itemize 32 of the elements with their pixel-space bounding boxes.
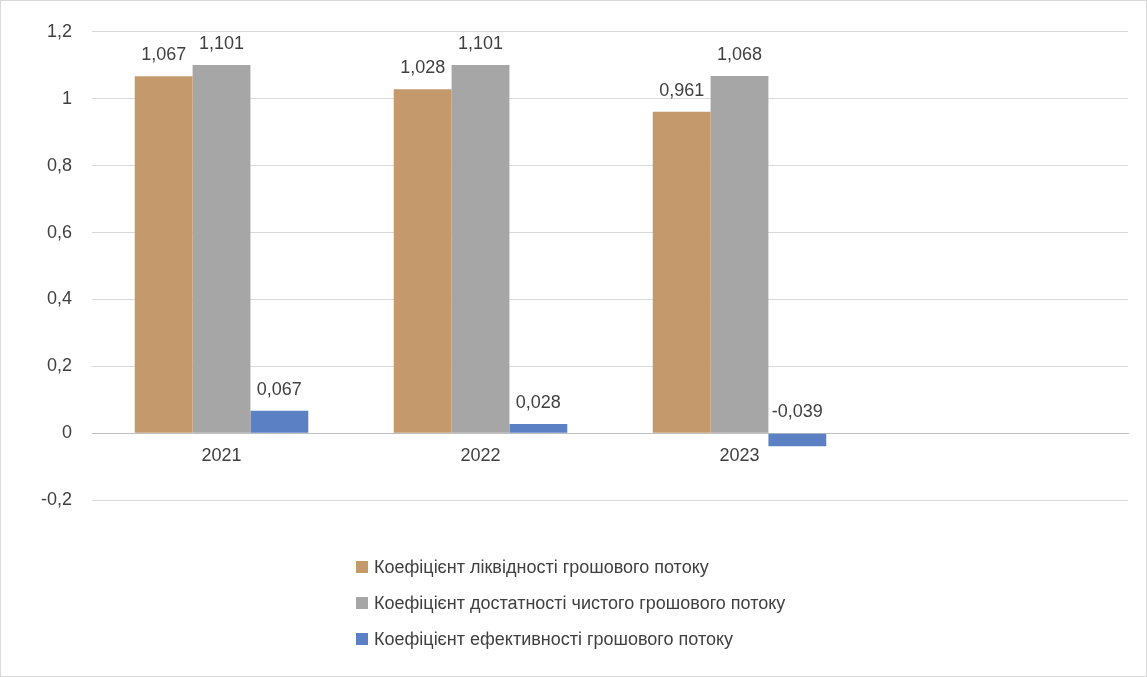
bar <box>250 410 309 433</box>
y-tick-label: 0,4 <box>46 288 73 309</box>
x-tick-label: 2021 <box>201 445 242 466</box>
y-tick-label: 0 <box>62 422 73 443</box>
legend-label: Коефіцієнт достатності чистого грошового потоку <box>374 592 786 614</box>
bar <box>192 64 251 433</box>
y-tick-label: 1,2 <box>46 20 73 41</box>
bar <box>451 64 510 433</box>
y-tick-label: 0,2 <box>46 355 73 376</box>
bar <box>134 76 193 433</box>
y-tick-label: 0,8 <box>46 154 73 175</box>
bar <box>652 111 711 433</box>
y-tick-label: -0,2 <box>40 489 73 510</box>
x-tick-label: 2022 <box>460 445 501 466</box>
data-label: 0,961 <box>659 79 705 100</box>
bar <box>509 423 568 433</box>
bar <box>710 75 769 433</box>
y-tick-label: 1 <box>62 87 73 108</box>
data-label: 1,068 <box>716 43 763 64</box>
data-label: 1,101 <box>198 32 245 53</box>
legend-label: Коефіцієнт ефективності грошового потоку <box>374 628 734 650</box>
data-label: 1,067 <box>141 44 187 65</box>
data-label: 1,101 <box>457 32 504 53</box>
data-label: -0,039 <box>771 401 823 422</box>
x-tick-label: 2023 <box>719 445 760 466</box>
data-label: 0,028 <box>515 391 561 412</box>
y-tick-label: 0,6 <box>46 221 73 242</box>
data-label: 0,067 <box>256 378 302 399</box>
bar <box>393 89 452 433</box>
legend-label: Коефіцієнт ліквідності грошового потоку <box>374 556 709 578</box>
data-label: 1,028 <box>400 57 446 78</box>
bar <box>768 433 827 447</box>
